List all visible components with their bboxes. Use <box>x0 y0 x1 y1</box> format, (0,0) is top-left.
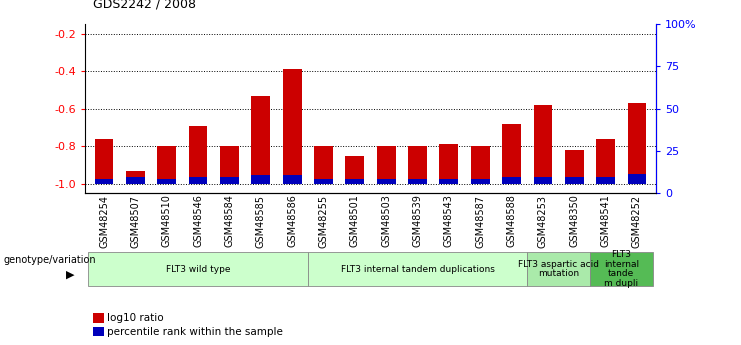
Text: FLT3 internal tandem duplications: FLT3 internal tandem duplications <box>341 265 494 274</box>
Bar <box>126 177 144 184</box>
Bar <box>565 150 584 184</box>
Bar <box>314 146 333 184</box>
Bar <box>502 124 521 184</box>
Bar <box>283 69 302 184</box>
Text: FLT3 wild type: FLT3 wild type <box>166 265 230 274</box>
Bar <box>88 252 308 286</box>
Bar <box>345 156 365 184</box>
Bar <box>345 179 365 184</box>
Bar <box>189 177 207 184</box>
Bar <box>439 179 458 184</box>
Bar <box>597 177 615 184</box>
Bar <box>376 179 396 184</box>
Bar <box>314 179 333 184</box>
Bar <box>283 175 302 184</box>
Bar <box>628 103 646 184</box>
Text: log10 ratio: log10 ratio <box>107 313 164 323</box>
Bar <box>308 252 528 286</box>
Text: GDS2242 / 2008: GDS2242 / 2008 <box>93 0 196 10</box>
Bar <box>534 177 552 184</box>
Text: percentile rank within the sample: percentile rank within the sample <box>107 327 283 337</box>
Bar <box>408 146 427 184</box>
Bar <box>189 126 207 184</box>
Bar <box>471 179 490 184</box>
Text: ▶: ▶ <box>66 269 75 279</box>
Bar <box>251 96 270 184</box>
Text: FLT3 aspartic acid
mutation: FLT3 aspartic acid mutation <box>518 260 599 278</box>
Bar <box>439 144 458 184</box>
Bar <box>157 179 176 184</box>
Bar <box>502 177 521 184</box>
Bar <box>534 105 552 184</box>
Bar <box>220 146 239 184</box>
Bar <box>126 171 144 184</box>
Bar <box>408 179 427 184</box>
Bar <box>528 252 590 286</box>
Bar <box>157 146 176 184</box>
Bar <box>597 139 615 184</box>
Bar <box>251 175 270 184</box>
Bar <box>590 252 653 286</box>
Bar <box>95 179 113 184</box>
Text: genotype/variation: genotype/variation <box>4 256 96 265</box>
Bar <box>220 177 239 184</box>
Bar <box>628 174 646 184</box>
Bar <box>95 139 113 184</box>
Bar <box>565 177 584 184</box>
Bar <box>376 146 396 184</box>
Text: FLT3
internal
tande
m dupli: FLT3 internal tande m dupli <box>604 250 639 288</box>
Bar <box>471 146 490 184</box>
